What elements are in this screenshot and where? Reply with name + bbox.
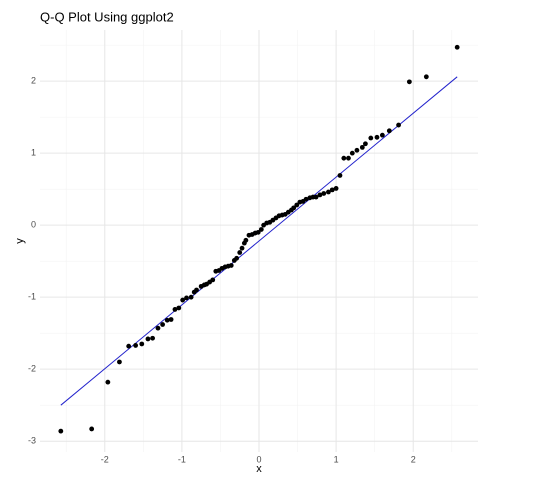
point [194,287,199,293]
point [326,189,331,195]
point [89,426,95,432]
point [126,343,132,349]
point [359,144,365,150]
point [317,192,323,198]
point [386,128,392,134]
x-tick-label: 0 [256,454,261,464]
point [117,359,122,365]
x-axis-title: x [256,463,262,475]
point [139,341,145,347]
y-tick-label: -2 [28,364,36,374]
point [258,227,264,232]
point [329,187,335,193]
point [133,343,139,348]
y-tick-label: 2 [31,76,36,86]
point [58,428,64,434]
point [255,229,261,235]
y-tick-label: -1 [28,292,36,302]
point [423,74,429,80]
point [321,191,327,196]
point [294,202,300,208]
point [150,335,155,341]
point [164,317,170,323]
point [239,245,245,251]
y-tick-label: 1 [31,148,36,158]
point [303,196,309,202]
point [105,379,111,385]
y-tick-label: -3 [28,436,36,446]
point [354,147,360,153]
point [313,194,319,200]
point [168,317,174,322]
point [172,307,178,312]
point [333,186,339,191]
y-tick-label: 0 [31,220,36,230]
point [188,294,194,300]
point [374,134,380,140]
x-tick-label: 1 [334,454,339,464]
point [243,237,249,243]
point [237,250,243,255]
y-axis-title: y [14,238,26,244]
point [155,325,161,331]
point [180,297,186,303]
point [349,150,355,156]
point [291,205,297,211]
point [368,135,374,141]
point [406,79,412,85]
point [379,132,385,138]
point [184,295,189,301]
x-tick-label: -2 [101,454,109,464]
point [337,173,343,178]
x-tick-label: -1 [178,454,186,464]
point [228,263,234,268]
point [145,336,151,342]
point [176,305,182,311]
point [234,255,240,261]
chart-title: Q-Q Plot Using ggplot2 [40,9,174,24]
point [363,141,368,147]
point [341,155,347,161]
point [396,122,401,128]
point [210,277,216,283]
point [160,322,166,327]
point [454,44,460,50]
point [346,155,351,161]
x-tick-label: 2 [411,454,416,464]
